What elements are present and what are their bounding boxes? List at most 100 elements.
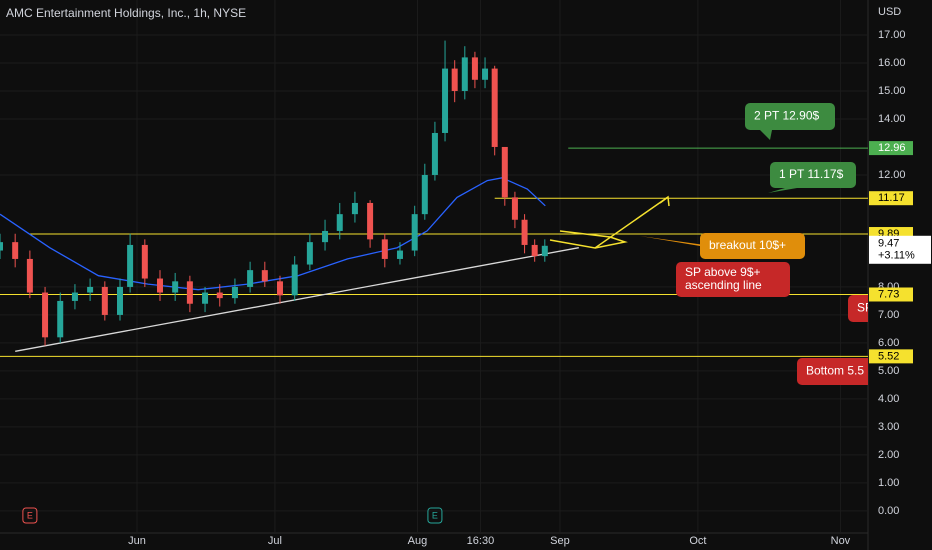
candle-body <box>172 281 179 293</box>
annotation-text: Bottom 5.5 <box>806 364 864 378</box>
event-marker <box>427 507 443 524</box>
last-price-tag <box>869 235 931 264</box>
candle-body <box>141 244 148 279</box>
annotation-box <box>676 262 790 297</box>
candle-body <box>116 286 123 315</box>
candle-body <box>101 286 108 315</box>
candle-body <box>482 68 489 80</box>
candle-body <box>0 242 3 251</box>
candle-body <box>291 264 298 296</box>
annotation-pointer <box>640 236 712 246</box>
candle-body <box>57 300 64 338</box>
event-label: E <box>27 510 33 520</box>
candle-body <box>322 230 329 243</box>
y-tick-label: 1.00 <box>878 477 899 489</box>
y-tick-label: 15.00 <box>878 85 906 97</box>
candle-body <box>411 214 418 251</box>
level-tag <box>869 191 913 206</box>
candle-body <box>396 250 403 259</box>
candle-body <box>521 219 528 245</box>
candle-body <box>87 286 94 293</box>
level-tag-label: 12.96 <box>878 142 906 154</box>
candle-body <box>202 292 209 304</box>
candle-body <box>276 281 283 296</box>
y-tick-label: 5.00 <box>878 365 899 377</box>
annotation-box <box>797 358 868 385</box>
x-tick-label: 16:30 <box>467 535 495 547</box>
annotation-text: SP above 9$+ <box>685 265 761 279</box>
x-tick-label: Aug <box>408 535 428 547</box>
x-tick-label: Nov <box>831 535 851 547</box>
candle-body <box>461 57 468 91</box>
annotation-text: 1 PT 11.17$ <box>779 167 844 181</box>
candle-body <box>71 292 78 301</box>
candle-body <box>511 197 518 220</box>
annotation-text: breakout 10$+ <box>709 238 786 252</box>
candle-body <box>381 239 388 259</box>
event-label: E <box>432 510 438 520</box>
annotation-box <box>700 233 805 259</box>
candle-body <box>431 132 438 175</box>
candle-body <box>491 68 498 147</box>
annotation-text: 2 PT 12.90$ <box>754 109 819 123</box>
last-price-change: +3.11% <box>878 250 915 262</box>
y-tick-label: 12.00 <box>878 169 906 181</box>
level-tag-label: 11.17 <box>878 192 905 204</box>
y-tick-label: 7.00 <box>878 309 899 321</box>
projection-arrowhead <box>659 195 670 207</box>
projection-path <box>559 230 628 249</box>
y-tick-label: 17.00 <box>878 29 906 41</box>
chart-title: AMC Entertainment Holdings, Inc., 1h, NY… <box>6 6 246 20</box>
candle-body <box>42 292 49 338</box>
moving-average <box>0 177 546 291</box>
candle-body <box>451 68 458 91</box>
y-tick-label: 4.00 <box>878 393 899 405</box>
y-tick-label: 0.00 <box>878 505 899 517</box>
candle-body <box>421 174 428 215</box>
candle-body <box>261 270 268 282</box>
annotation-box <box>848 295 868 322</box>
last-price: 9.47 <box>878 238 899 250</box>
level-tag <box>869 141 913 156</box>
annotation-text: SP <box>857 301 873 315</box>
candle-body <box>216 292 223 299</box>
candle-body <box>541 245 548 257</box>
y-tick-label: 3.00 <box>878 421 899 433</box>
currency-label: USD <box>878 6 901 18</box>
candle-body <box>531 244 538 257</box>
candle-body <box>367 202 374 240</box>
candle-body <box>336 214 343 231</box>
candle-body <box>231 286 238 299</box>
level-tag-label: 5.52 <box>878 350 899 362</box>
level-tag-label: 7.73 <box>878 288 899 300</box>
candle-body <box>26 258 33 293</box>
candle-body <box>442 68 449 133</box>
candle-body <box>127 244 134 287</box>
projection <box>549 195 670 249</box>
candle-body <box>156 278 163 293</box>
y-tick-label: 14.00 <box>878 113 906 125</box>
annotation-pointer <box>760 130 772 140</box>
candle-body <box>351 202 358 215</box>
x-tick-label: Oct <box>689 535 706 547</box>
y-tick-label: 6.00 <box>878 337 899 349</box>
y-tick-label: 2.00 <box>878 449 899 461</box>
candle-body <box>12 242 19 259</box>
candle-body <box>306 242 313 265</box>
event-marker <box>22 507 38 524</box>
x-tick-label: Sep <box>550 535 570 547</box>
candle-body <box>186 281 193 304</box>
level-tag <box>869 287 913 302</box>
level-tag <box>869 349 913 364</box>
x-tick-label: Jul <box>268 535 282 547</box>
annotation-box <box>745 103 835 130</box>
candle-body <box>471 57 478 80</box>
annotation-pointer <box>768 188 797 193</box>
annotation-text: ascending line <box>685 278 762 292</box>
annotation-box <box>770 162 856 188</box>
candle-body <box>247 270 254 287</box>
x-tick-label: Jun <box>128 535 146 547</box>
candle-body <box>501 146 508 198</box>
trendline <box>15 247 579 352</box>
